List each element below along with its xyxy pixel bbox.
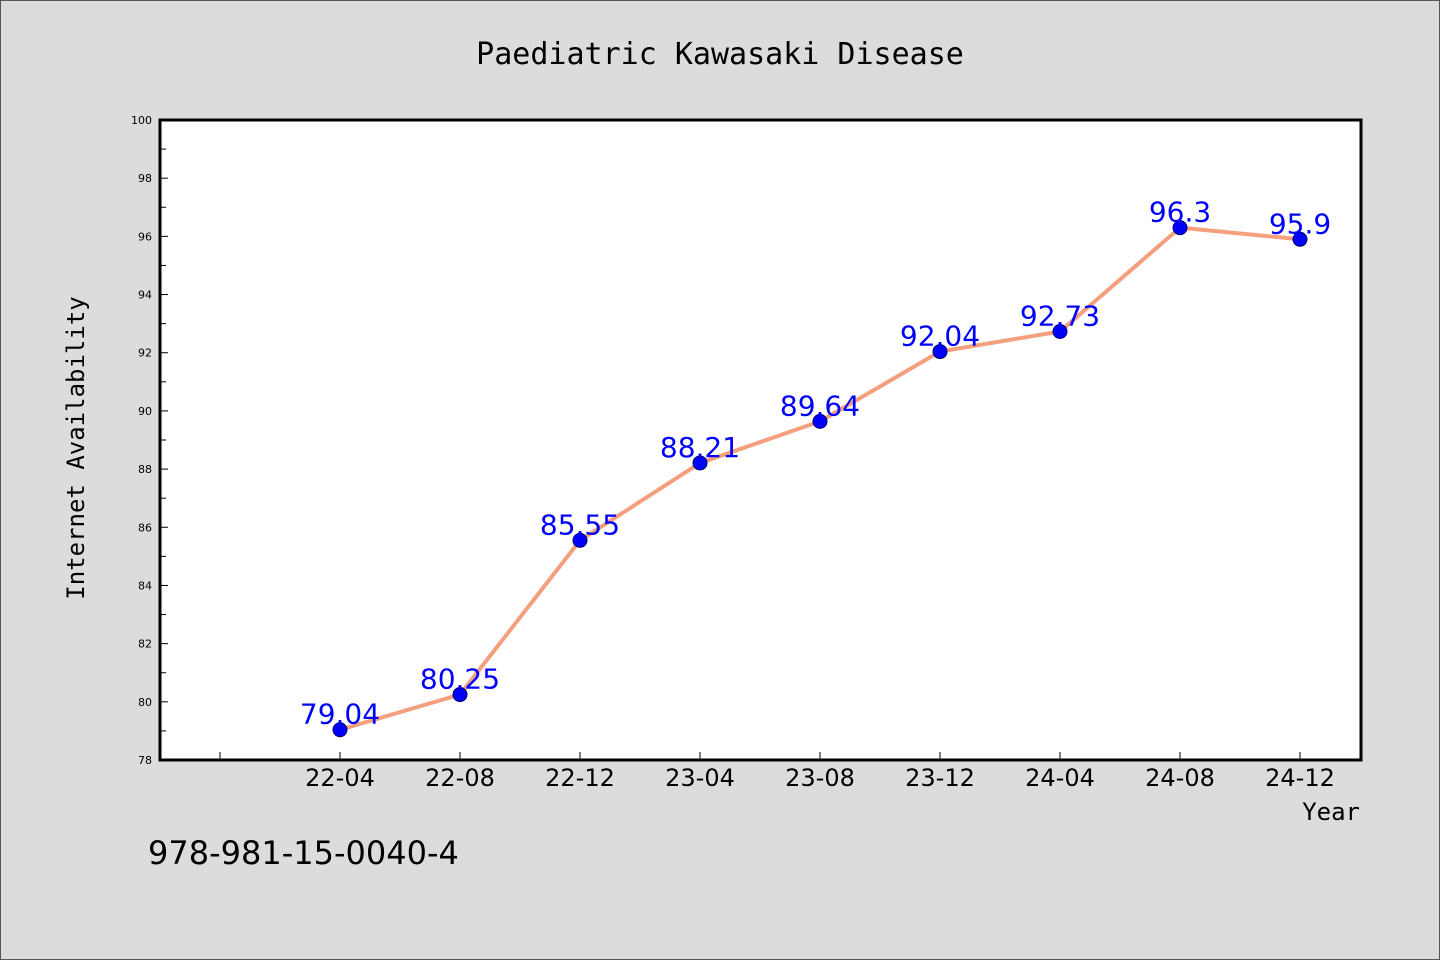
data-label: 79.04 (300, 698, 380, 731)
plot-area (158, 118, 1363, 762)
x-tick-label: 23-04 (665, 764, 735, 792)
data-label: 92.73 (1020, 299, 1100, 332)
chart-title: Paediatric Kawasaki Disease (476, 37, 964, 72)
data-point (1052, 323, 1068, 339)
data-label: 88.21 (660, 431, 740, 464)
y-tick-label: 96 (138, 230, 152, 243)
y-tick-label: 80 (138, 696, 152, 709)
data-label: 92.04 (900, 320, 980, 353)
y-tick-label: 78 (138, 754, 152, 767)
data-label: 89.64 (780, 389, 860, 422)
data-point (1172, 220, 1188, 236)
x-tick-label: 22-04 (305, 764, 375, 792)
y-axis-label: Internet Availability (62, 296, 90, 599)
x-tick-label: 24-12 (1265, 764, 1335, 792)
y-tick-label: 88 (138, 463, 152, 476)
x-tick-label: 22-08 (425, 764, 495, 792)
x-tick-label: 23-08 (785, 764, 855, 792)
x-tick-label: 24-04 (1025, 764, 1095, 792)
y-tick-label: 86 (138, 521, 152, 534)
data-point (452, 687, 468, 703)
y-axis: 78 80 82 84 86 88 90 92 94 96 98 100 (131, 114, 168, 767)
y-tick-label: 82 (138, 638, 152, 651)
data-label: 95.9 (1269, 207, 1331, 240)
x-tick-label: 24-08 (1145, 764, 1215, 792)
data-label: 85.55 (540, 508, 620, 541)
y-tick-label: 84 (138, 579, 152, 592)
x-axis: 22-04 22-08 22-12 23-04 23-08 23-12 24-04 24-08… (219, 752, 1335, 792)
y-tick-label: 90 (138, 405, 152, 418)
x-tick-label: 23-12 (905, 764, 975, 792)
data-point (572, 532, 588, 548)
series: 79.04 80.25 85.55 88.21 89.64 92.04 92.73 96.3 9… (300, 196, 1331, 738)
data-point (812, 413, 828, 429)
data-label: 80.25 (420, 663, 500, 696)
data-label: 96.3 (1149, 196, 1211, 229)
x-tick-label: 22-12 (545, 764, 615, 792)
data-point (692, 455, 708, 471)
data-point (1292, 231, 1308, 247)
y-tick-label: 100 (131, 114, 152, 127)
y-tick-label: 98 (138, 172, 152, 185)
y-tick-label: 94 (138, 289, 152, 302)
x-axis-label: Year (1302, 798, 1360, 826)
data-point (932, 344, 948, 360)
data-point (332, 722, 348, 738)
y-tick-label: 92 (138, 347, 152, 360)
footer-code: 978-981-15-0040-4 (148, 834, 459, 872)
